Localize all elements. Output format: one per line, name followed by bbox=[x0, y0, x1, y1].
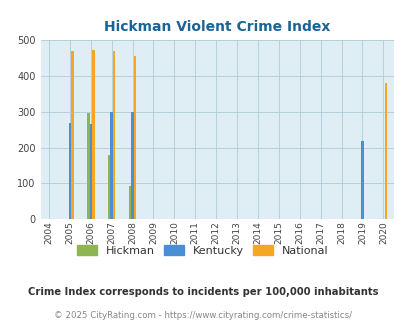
Bar bbox=[384, 83, 386, 219]
Title: Hickman Violent Crime Index: Hickman Violent Crime Index bbox=[104, 20, 330, 34]
Bar bbox=[89, 124, 92, 219]
Bar bbox=[92, 50, 94, 219]
Text: © 2025 CityRating.com - https://www.cityrating.com/crime-statistics/: © 2025 CityRating.com - https://www.city… bbox=[54, 311, 351, 320]
Bar bbox=[360, 141, 363, 219]
Bar bbox=[134, 56, 136, 219]
Bar bbox=[110, 112, 113, 219]
Bar bbox=[87, 113, 89, 219]
Bar bbox=[131, 112, 134, 219]
Bar bbox=[128, 186, 131, 219]
Legend: Hickman, Kentucky, National: Hickman, Kentucky, National bbox=[73, 241, 332, 260]
Bar bbox=[108, 155, 110, 219]
Bar bbox=[71, 51, 73, 219]
Bar bbox=[113, 51, 115, 219]
Bar bbox=[68, 123, 71, 219]
Text: Crime Index corresponds to incidents per 100,000 inhabitants: Crime Index corresponds to incidents per… bbox=[28, 287, 377, 297]
